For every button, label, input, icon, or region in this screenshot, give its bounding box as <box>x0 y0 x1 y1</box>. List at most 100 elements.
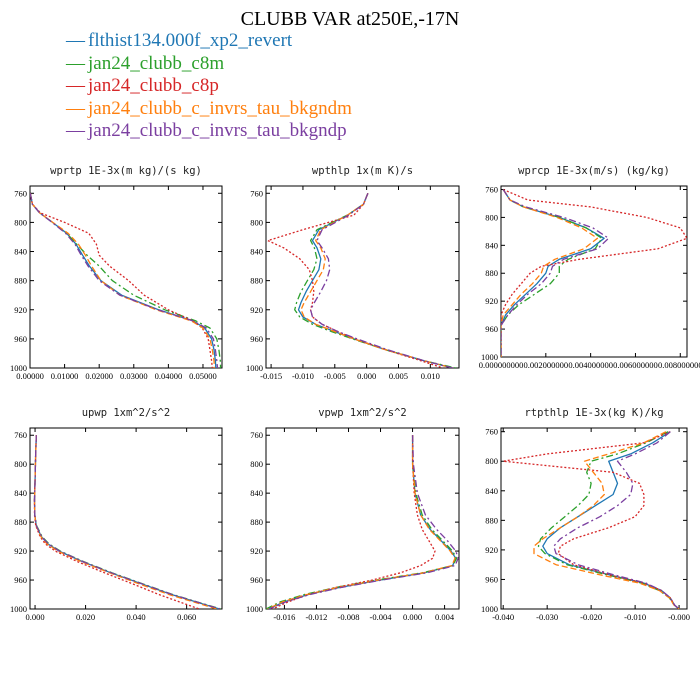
legend-label: jan24_clubb_c8p <box>88 75 219 96</box>
y-tick-label: 840 <box>485 486 498 496</box>
x-tick-label: -0.020 <box>580 612 602 622</box>
x-tick-label: 0.060 <box>177 612 196 622</box>
legend-line-swatch: — <box>66 97 85 119</box>
y-tick-label: 920 <box>14 546 27 556</box>
series-line-2 <box>33 435 221 609</box>
legend-label: jan24_clubb_c_invrs_tau_bkgndp <box>88 120 347 141</box>
x-tick-label: -0.030 <box>536 612 558 622</box>
series-line-5 <box>553 431 680 609</box>
legend-label: jan24_clubb_c8m <box>88 52 225 74</box>
x-tick-label: 0.005 <box>389 371 408 381</box>
legend-item-c8p: — jan24_clubb_c8p <box>66 75 352 98</box>
x-tick-label: 0.000 <box>25 612 44 622</box>
x-tick-label: -0.000 <box>668 612 690 622</box>
y-tick-label: 960 <box>14 334 27 344</box>
y-tick-label: 800 <box>485 456 498 466</box>
x-tick-label: -0.015 <box>260 371 282 381</box>
x-tick-label: 0.05000 <box>189 371 217 381</box>
y-tick-label: 800 <box>250 217 263 227</box>
y-tick-label: 760 <box>250 188 263 198</box>
panel-1: wprtp 1E-3x(m kg)/(s kg) 760 800 840 880 920 9… <box>10 165 223 381</box>
y-tick-label: 960 <box>250 334 263 344</box>
y-tick-label: 800 <box>14 217 27 227</box>
y-tick-label: 920 <box>250 305 263 315</box>
x-tick-label: -0.010 <box>624 612 646 622</box>
series-line-3 <box>267 193 444 368</box>
y-tick-label: 880 <box>14 276 27 286</box>
y-tick-label: 800 <box>14 459 27 469</box>
panel-2: wpthlp 1x(m K)/s7608008408809209601000-0… <box>246 165 460 381</box>
legend-line-swatch: — <box>66 30 85 51</box>
series-line-1 <box>297 193 453 368</box>
series-line-5 <box>33 435 221 609</box>
panel-title: wprtp 1E-3x(m kg)/(s kg) <box>50 165 202 177</box>
x-tick-label: 0.04000 <box>155 371 183 381</box>
y-tick-label: 880 <box>14 517 27 527</box>
panel-frame <box>265 185 460 369</box>
y-tick-label: 960 <box>14 575 27 585</box>
y-tick-label: 840 <box>485 240 498 250</box>
series-line-2 <box>266 435 458 609</box>
series-group <box>502 431 680 609</box>
figure-title: CLUBB VAR at250E,-17N <box>240 8 460 30</box>
y-tick-label: 880 <box>485 268 498 278</box>
x-tick-label: 0.004 <box>435 612 455 622</box>
x-tick-label: 0.000000000 <box>479 360 524 370</box>
panel-4: upwp 1xm^2/s^2 760 800 840 880 920 960 10000.00… <box>10 407 223 622</box>
x-tick-label: 0.000 <box>357 371 376 381</box>
y-tick-label: 1000 <box>10 604 27 614</box>
series-line-3 <box>501 188 687 357</box>
series-line-5 <box>30 193 219 368</box>
legend-line-swatch: — <box>66 52 85 74</box>
series-line-2 <box>537 431 680 609</box>
legend: — flthist134.000f_xp2_revert — jan24_clubb… <box>66 30 352 143</box>
x-tick-label: 0.000 <box>403 612 422 622</box>
x-tick-label: -0.008 <box>338 612 360 622</box>
series-line-4 <box>33 435 218 609</box>
y-tick-label: 760 <box>485 184 498 194</box>
y-tick-label: 840 <box>250 488 263 498</box>
y-tick-label: 920 <box>14 305 27 315</box>
y-tick-label: 840 <box>14 247 27 257</box>
panel-title: rtpthlp 1E-3x(kg K)/kg <box>524 407 663 419</box>
x-tick-label: -0.040 <box>492 612 514 622</box>
series-group <box>267 193 456 368</box>
y-tick-label: 1000 <box>10 363 27 373</box>
x-tick-label: 0.008000000 <box>658 360 700 370</box>
series-line-4 <box>501 189 599 357</box>
series-line-2 <box>501 189 603 357</box>
series-line-5 <box>501 189 610 357</box>
panel-frame <box>29 185 223 369</box>
y-tick-label: 920 <box>485 545 498 555</box>
legend-item-bkgndp: — jan24_clubb_c_invrs_tau_bkgndp <box>66 120 352 143</box>
panel-frame <box>500 185 688 358</box>
y-tick-label: 800 <box>485 212 498 222</box>
y-tick-label: 960 <box>485 324 498 334</box>
series-line-4 <box>30 193 216 368</box>
x-tick-label: 0.00000 <box>16 371 44 381</box>
x-tick-label: -0.004 <box>370 612 393 622</box>
y-tick-label: 800 <box>250 459 263 469</box>
series-line-3 <box>30 193 213 368</box>
y-tick-label: 1000 <box>481 352 498 362</box>
x-tick-label: 0.006000000 <box>613 360 658 370</box>
panel-title: vpwp 1xm^2/s^2 <box>318 407 407 419</box>
series-line-1 <box>542 431 680 609</box>
series-group <box>501 188 687 357</box>
y-tick-label: 1000 <box>246 604 263 614</box>
panel-title: upwp 1xm^2/s^2 <box>82 407 171 419</box>
series-group <box>30 193 222 368</box>
x-tick-label: 0.03000 <box>120 371 148 381</box>
y-tick-label: 960 <box>485 574 498 584</box>
y-tick-label: 1000 <box>246 363 263 373</box>
series-line-4 <box>533 431 680 609</box>
y-tick-label: 760 <box>14 188 27 198</box>
legend-item-xp2-revert: — flthist134.000f_xp2_revert <box>66 30 352 53</box>
x-tick-label: -0.016 <box>273 612 295 622</box>
panel-6: rtpthlp 1E-3x(kg K)/kg 760 800 840 880 920 960… <box>481 407 690 622</box>
series-line-2 <box>30 193 222 368</box>
series-line-2 <box>294 193 456 368</box>
legend-label: jan24_clubb_c_invrs_tau_bkgndm <box>88 97 352 119</box>
panel-title: wprcp 1E-3x(m/s) (kg/kg) <box>518 165 670 177</box>
